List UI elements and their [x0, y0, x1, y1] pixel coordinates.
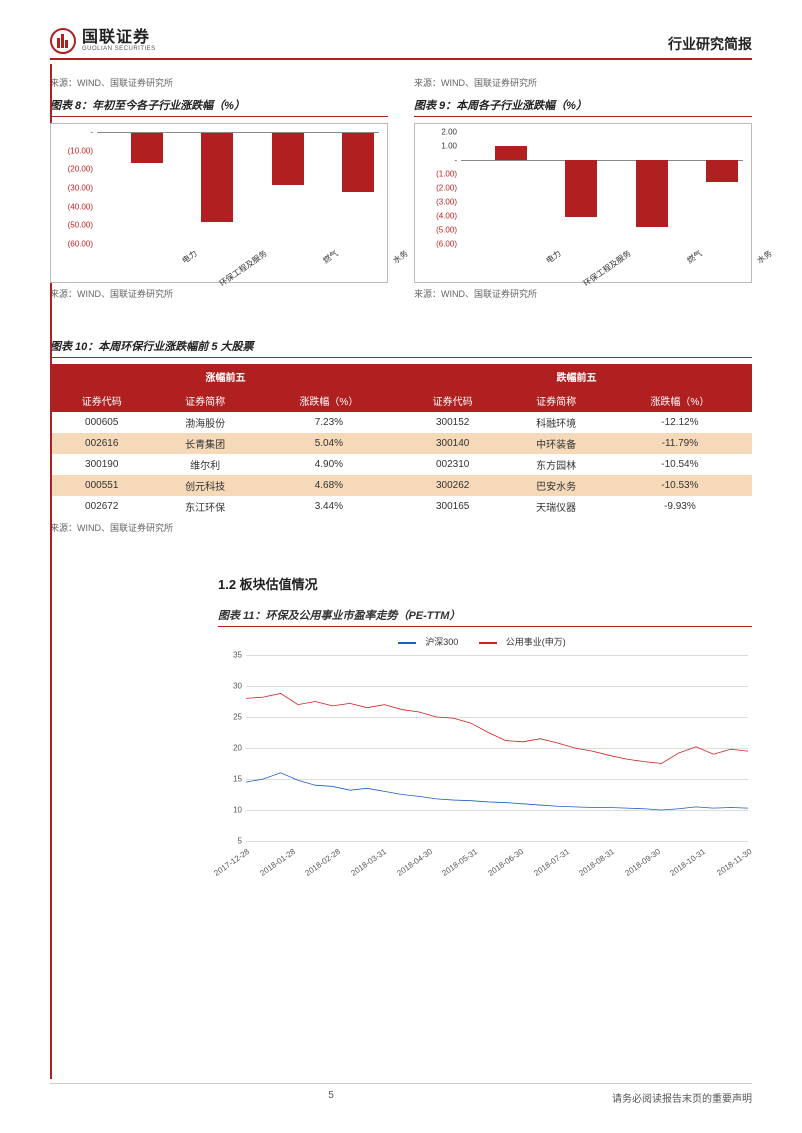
source-label: 来源：WIND、国联证券研究所 — [50, 76, 388, 89]
table-header: 涨幅前五 — [50, 364, 401, 389]
table-cell: 科融环境 — [504, 412, 607, 433]
source-label: 来源：WIND、国联证券研究所 — [414, 76, 752, 89]
table-cell: 300165 — [401, 496, 504, 517]
table-cell: 4.68% — [257, 475, 401, 496]
table-cell: 天瑞仪器 — [504, 496, 607, 517]
table-cell: -12.12% — [608, 412, 752, 433]
logo-icon — [50, 28, 76, 54]
table-column-header: 涨跌幅（%） — [257, 389, 401, 412]
table-row: 002616长青集团5.04%300140中环装备-11.79% — [50, 433, 752, 454]
logo: 国联证券 GUOLIAN SECURITIES — [50, 28, 156, 54]
section-heading: 1.2 板块估值情况 — [218, 574, 752, 593]
chart8-title: 图表 8：年初至今各子行业涨跌幅（%） — [50, 97, 388, 117]
table-header: 跌幅前五 — [401, 364, 752, 389]
table-cell: 3.44% — [257, 496, 401, 517]
chart8: -(10.00)(20.00)(30.00)(40.00)(50.00)(60.… — [50, 123, 388, 283]
page-footer: 5 请务必阅读报告末页的重要声明 — [50, 1083, 752, 1105]
table-cell: 东江环保 — [153, 496, 256, 517]
chart11-legend: 沪深300 公用事业(申万) — [218, 635, 752, 648]
table-cell: 000605 — [50, 412, 153, 433]
table-cell: 维尔利 — [153, 454, 256, 475]
source-label: 来源：WIND、国联证券研究所 — [50, 287, 388, 300]
table-cell: 002672 — [50, 496, 153, 517]
logo-text-cn: 国联证券 — [82, 30, 156, 46]
table-cell: -11.79% — [608, 433, 752, 454]
table-cell: 300152 — [401, 412, 504, 433]
table-cell: 000551 — [50, 475, 153, 496]
table10-title: 图表 10：本周环保行业涨跌幅前 5 大股票 — [50, 338, 752, 358]
table-cell: 中环装备 — [504, 433, 607, 454]
table-cell: -10.54% — [608, 454, 752, 475]
table-cell: 002310 — [401, 454, 504, 475]
page-title: 行业研究简报 — [668, 34, 752, 54]
table-column-header: 证券代码 — [401, 389, 504, 412]
page-number: 5 — [328, 1090, 334, 1105]
table-row: 000551创元科技4.68%300262巴安水务-10.53% — [50, 475, 752, 496]
table-cell: -9.93% — [608, 496, 752, 517]
table-cell: 东方园林 — [504, 454, 607, 475]
source-label: 来源：WIND、国联证券研究所 — [414, 287, 752, 300]
table-cell: 300262 — [401, 475, 504, 496]
table-column-header: 证券简称 — [504, 389, 607, 412]
table-column-header: 证券简称 — [153, 389, 256, 412]
table-cell: 300190 — [50, 454, 153, 475]
chart9-title: 图表 9：本周各子行业涨跌幅（%） — [414, 97, 752, 117]
table-cell: 5.04% — [257, 433, 401, 454]
chart11: 沪深300 公用事业(申万) 5101520253035 2017-12-282… — [218, 635, 752, 885]
table-cell: 巴安水务 — [504, 475, 607, 496]
table-row: 000605渤海股份7.23%300152科融环境-12.12% — [50, 412, 752, 433]
table-row: 300190维尔利4.90%002310东方园林-10.54% — [50, 454, 752, 475]
chart9: 2.001.00-(1.00)(2.00)(3.00)(4.00)(5.00)(… — [414, 123, 752, 283]
footer-notice: 请务必阅读报告末页的重要声明 — [612, 1090, 752, 1105]
source-label: 来源：WIND、国联证券研究所 — [50, 521, 752, 534]
table-cell: 渤海股份 — [153, 412, 256, 433]
legend-item: 沪深300 — [425, 637, 458, 647]
table-column-header: 涨跌幅（%） — [608, 389, 752, 412]
table-cell: 002616 — [50, 433, 153, 454]
table-column-header: 证券代码 — [50, 389, 153, 412]
table-row: 002672东江环保3.44%300165天瑞仪器-9.93% — [50, 496, 752, 517]
table-cell: 创元科技 — [153, 475, 256, 496]
chart11-title: 图表 11：环保及公用事业市盈率走势（PE-TTM） — [218, 607, 752, 627]
table-cell: 长青集团 — [153, 433, 256, 454]
table-cell: 300140 — [401, 433, 504, 454]
table-cell: 4.90% — [257, 454, 401, 475]
legend-item: 公用事业(申万) — [506, 637, 566, 647]
logo-text-en: GUOLIAN SECURITIES — [82, 46, 156, 52]
table10: 涨幅前五 跌幅前五 证券代码证券简称涨跌幅（%）证券代码证券简称涨跌幅（%） 0… — [50, 364, 752, 517]
table-cell: -10.53% — [608, 475, 752, 496]
page-header: 国联证券 GUOLIAN SECURITIES 行业研究简报 — [50, 28, 752, 60]
table-cell: 7.23% — [257, 412, 401, 433]
